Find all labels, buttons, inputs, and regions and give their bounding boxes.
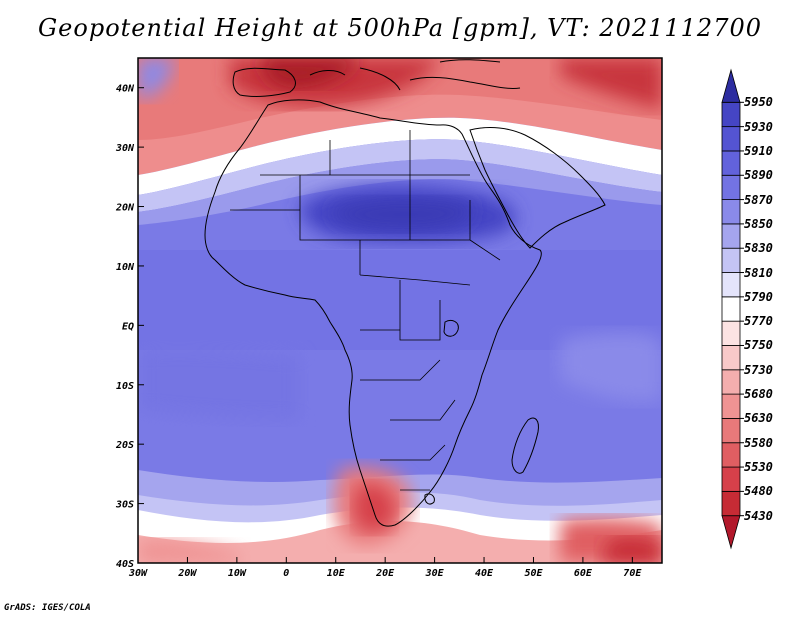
colorbar-level-label: 5730: [744, 362, 773, 377]
y-tick-label: 30N: [115, 143, 135, 154]
colorbar-swatch: [721, 466, 741, 492]
colorbar-swatch: [721, 150, 741, 176]
y-tick-label: 20S: [115, 440, 134, 451]
colorbar-swatch: [721, 247, 741, 273]
x-tick-label: 70E: [623, 568, 642, 579]
colorbar-swatch: [721, 393, 741, 419]
country-borders: [230, 130, 501, 491]
colorbar-swatch: [721, 490, 741, 517]
colorbar-level-label: 5480: [744, 484, 773, 499]
x-tick-label: 60E: [574, 568, 593, 579]
colorbar-level-label: 5770: [744, 314, 773, 329]
colorbar-level-label: 5910: [744, 143, 773, 158]
colorbar-level-label: 5750: [744, 338, 773, 353]
colorbar-level-label: 5810: [744, 265, 773, 280]
x-tick-label: 30W: [128, 568, 148, 579]
colorbar-level-label: 5580: [744, 435, 773, 450]
africa-coastline: [204, 99, 542, 527]
x-tick-label: 50E: [524, 568, 543, 579]
colorbar-level-label: 5530: [744, 460, 773, 475]
x-tick-label: 20W: [177, 568, 197, 579]
colorbar-level-label: 5870: [744, 192, 773, 207]
colorbar-swatch: [721, 272, 741, 298]
colorbar-swatch: [721, 442, 741, 468]
colorbar-swatch: [721, 68, 741, 103]
x-tick-label: 10W: [228, 568, 247, 579]
colorbar-swatch: [721, 369, 741, 395]
colorbar-swatch: [721, 345, 741, 371]
y-axis-ticks: 40N 30N 20N 10N EQ 10S 20S 30S 40S: [115, 84, 144, 570]
y-tick-label: EQ: [122, 321, 134, 332]
lake-victoria: [443, 319, 459, 337]
colorbar-swatch: [721, 174, 741, 200]
x-axis-ticks: 30W 20W 10W 0 10E 20E 30E 40E 50E 60E 70E: [128, 557, 642, 579]
colorbar-swatch: [721, 126, 741, 152]
x-tick-label: 0: [283, 568, 289, 579]
y-tick-label: 10N: [116, 262, 135, 273]
madagascar-coastline: [511, 417, 539, 474]
colorbar-level-label: 5630: [744, 411, 773, 426]
colorbar-level-label: 5680: [744, 387, 773, 402]
plot-frame: [137, 57, 663, 564]
colorbar-level-label: 5830: [744, 241, 773, 256]
y-tick-label: 10S: [116, 381, 134, 392]
colorbar-level-label: 5950: [744, 95, 773, 110]
colorbar-swatch: [721, 223, 741, 249]
colorbar-level-label: 5890: [744, 168, 773, 183]
y-tick-label: 40S: [116, 559, 134, 570]
colorbar-swatch: [721, 296, 741, 322]
footer-credit: GrADS: IGES/COLA: [4, 603, 91, 613]
europe-coastline: [232, 59, 521, 97]
arabia-coastline: [469, 127, 606, 249]
x-tick-label: 30E: [425, 568, 445, 579]
colorbar-level-label: 5790: [744, 289, 773, 304]
colorbar: [721, 68, 744, 550]
colorbar-swatch: [721, 199, 741, 225]
colorbar-level-label: 5850: [744, 216, 773, 231]
colorbar-swatch: [721, 320, 741, 346]
y-tick-label: 40N: [116, 84, 135, 95]
colorbar-level-label: 5430: [744, 508, 773, 523]
colorbar-level-label: 5930: [744, 119, 773, 134]
x-tick-label: 10E: [327, 568, 346, 579]
x-tick-label: 20E: [375, 568, 395, 579]
colorbar-swatch: [721, 515, 741, 550]
coastlines: [204, 59, 606, 527]
colorbar-swatch: [721, 418, 741, 444]
y-tick-label: 20N: [115, 203, 135, 214]
y-tick-label: 30S: [115, 500, 134, 511]
lesotho-outline: [424, 493, 435, 505]
colorbar-swatch: [721, 101, 741, 128]
chart-title: Geopotential Height at 500hPa [gpm], VT:…: [38, 14, 762, 42]
x-tick-label: 40E: [475, 568, 494, 579]
